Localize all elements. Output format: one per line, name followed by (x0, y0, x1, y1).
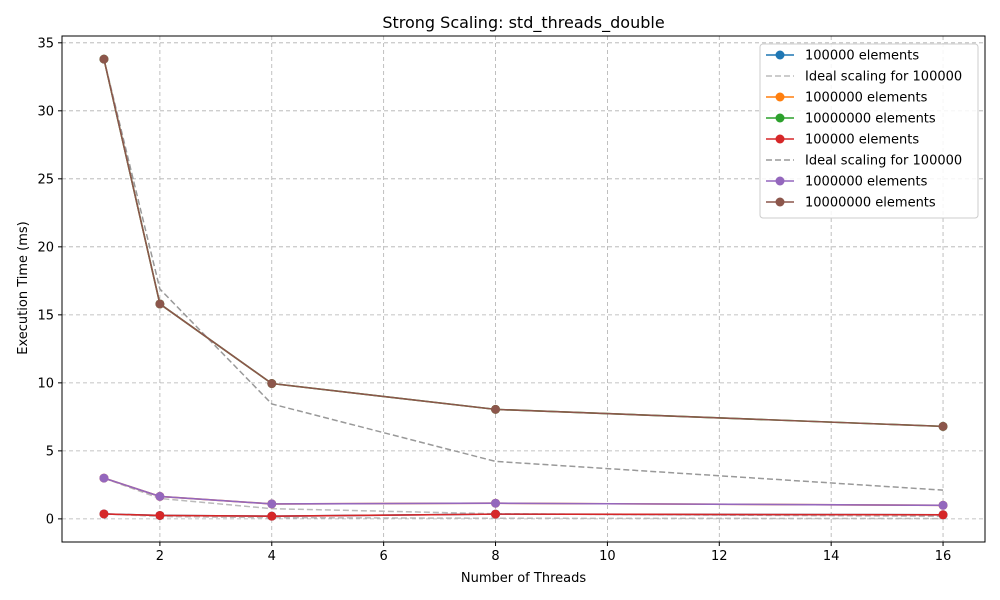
legend-label: 10000000 elements (805, 196, 936, 211)
legend-label: 100000 elements (805, 49, 919, 64)
data-point (155, 510, 165, 520)
data-point (155, 299, 165, 309)
data-point (491, 404, 501, 414)
y-tick-label: 0 (46, 512, 54, 527)
x-tick-label: 16 (935, 549, 952, 564)
legend-box (759, 43, 979, 219)
series-layer (99, 54, 948, 521)
legend-label: 1000000 elements (805, 91, 928, 106)
legend-marker (775, 92, 785, 102)
data-point (267, 379, 277, 389)
ticks: 2 4 6 8 10 12 14 16 0 5 10 15 20 25 30 35 (37, 36, 951, 564)
legend-label: Ideal scaling for 100000 (805, 70, 962, 85)
data-point (99, 54, 109, 64)
legend-label: 10000000 elements (805, 112, 936, 127)
legend-marker (775, 50, 785, 60)
data-point (267, 511, 277, 521)
y-axis-label: Execution Time (ms) (16, 221, 31, 354)
x-tick-label: 8 (491, 549, 499, 564)
series-line-5 (103, 58, 944, 491)
legend-label: 100000 elements (805, 133, 919, 148)
x-tick-label: 12 (711, 549, 728, 564)
ideal-scaling-line (103, 477, 944, 518)
data-point (155, 491, 165, 501)
legend-label: 1000000 elements (805, 175, 928, 190)
data-point (99, 509, 109, 519)
legend-marker (775, 197, 785, 207)
x-tick-label: 10 (599, 549, 616, 564)
series-line-4 (103, 513, 944, 517)
x-tick-label: 6 (380, 549, 388, 564)
y-tick-label: 15 (37, 308, 54, 323)
data-point (267, 499, 277, 509)
legend-marker (775, 176, 785, 186)
legend: 100000 elements Ideal scaling for 100000 1… (759, 43, 979, 219)
data-point (99, 473, 109, 483)
y-tick-label: 25 (37, 172, 54, 187)
data-point (938, 510, 948, 520)
data-point (491, 498, 501, 508)
y-tick-label: 10 (37, 376, 54, 391)
legend-label: Ideal scaling for 100000 (805, 154, 962, 169)
y-tick-label: 5 (46, 444, 54, 459)
x-tick-label: 14 (823, 549, 840, 564)
data-point (938, 421, 948, 431)
legend-marker (775, 134, 785, 144)
x-axis-label: Number of Threads (461, 571, 586, 586)
x-tick-label: 2 (156, 549, 164, 564)
x-tick-label: 4 (268, 549, 276, 564)
data-point (938, 500, 948, 510)
y-tick-label: 35 (37, 36, 54, 51)
data-point (491, 509, 501, 519)
chart-title: Strong Scaling: std_threads_double (382, 13, 664, 33)
legend-marker (775, 113, 785, 123)
y-tick-label: 30 (37, 104, 54, 119)
y-tick-label: 20 (37, 240, 54, 255)
plot-frame (61, 35, 986, 543)
